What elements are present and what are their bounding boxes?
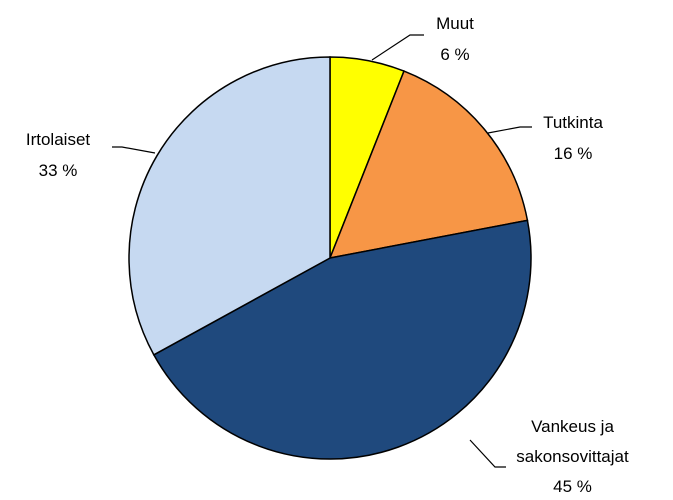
pie-slice <box>328 70 529 259</box>
category-label: Tutkinta <box>543 113 603 132</box>
value-label: 6 % <box>440 45 470 64</box>
leader-line <box>487 126 532 134</box>
slice-label: Muut 6 % <box>410 8 500 70</box>
leader-line <box>469 439 506 468</box>
category-label: Muut <box>436 14 474 33</box>
slice-label: Vankeus ja sakonsovittajat 45 % <box>505 412 640 500</box>
leader-line <box>112 146 156 154</box>
pie-slice <box>152 219 532 460</box>
pie-slice <box>128 56 331 356</box>
slice-label: Irtolaiset 33 % <box>8 124 108 186</box>
leader-line <box>371 34 424 61</box>
slice-label: Tutkinta 16 % <box>525 107 621 169</box>
value-label: 45 % <box>553 477 592 496</box>
category-label: Vankeus ja sakonsovittajat <box>516 417 629 466</box>
value-label: 33 % <box>38 161 78 180</box>
category-label: Irtolaiset <box>25 130 91 149</box>
value-label: 16 % <box>553 144 593 163</box>
